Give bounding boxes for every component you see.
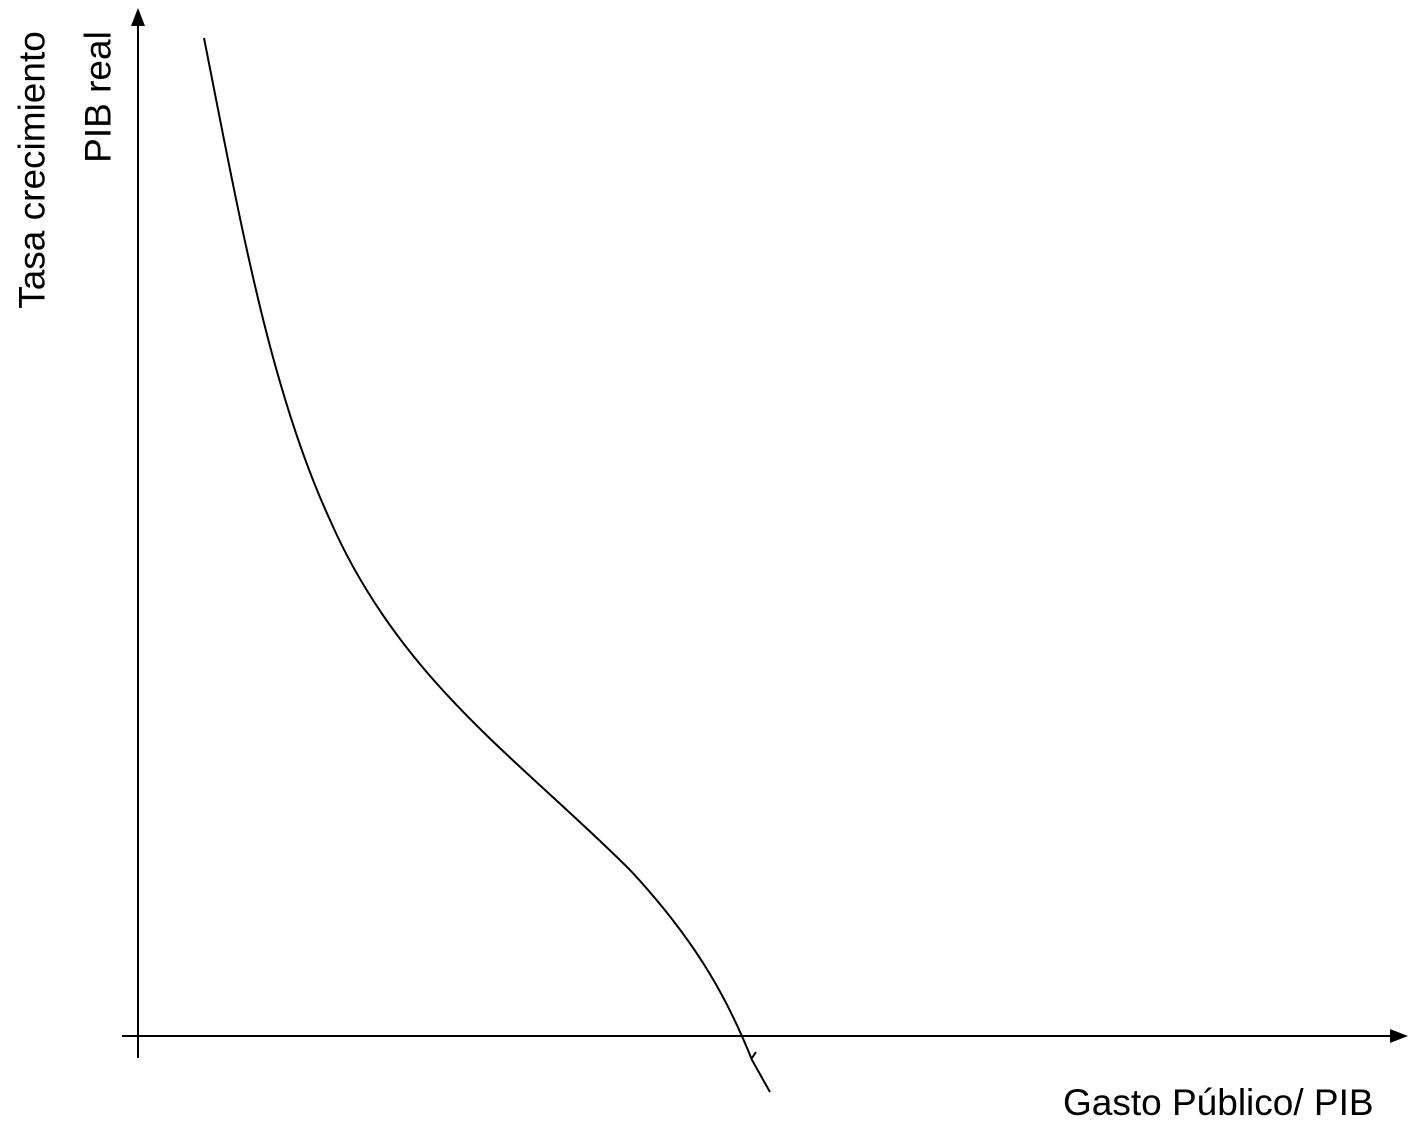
y-axis-label-line2: PIB real <box>77 31 119 163</box>
growth-curve <box>203 37 771 1093</box>
x-axis-label: Gasto Público/ PIB <box>1063 1082 1374 1123</box>
y-axis-arrowhead <box>131 8 145 26</box>
curve-end-mark <box>751 1051 757 1059</box>
x-axis-arrowhead <box>1390 1029 1408 1043</box>
y-axis-label-line1: Tasa crecimiento <box>11 31 53 309</box>
